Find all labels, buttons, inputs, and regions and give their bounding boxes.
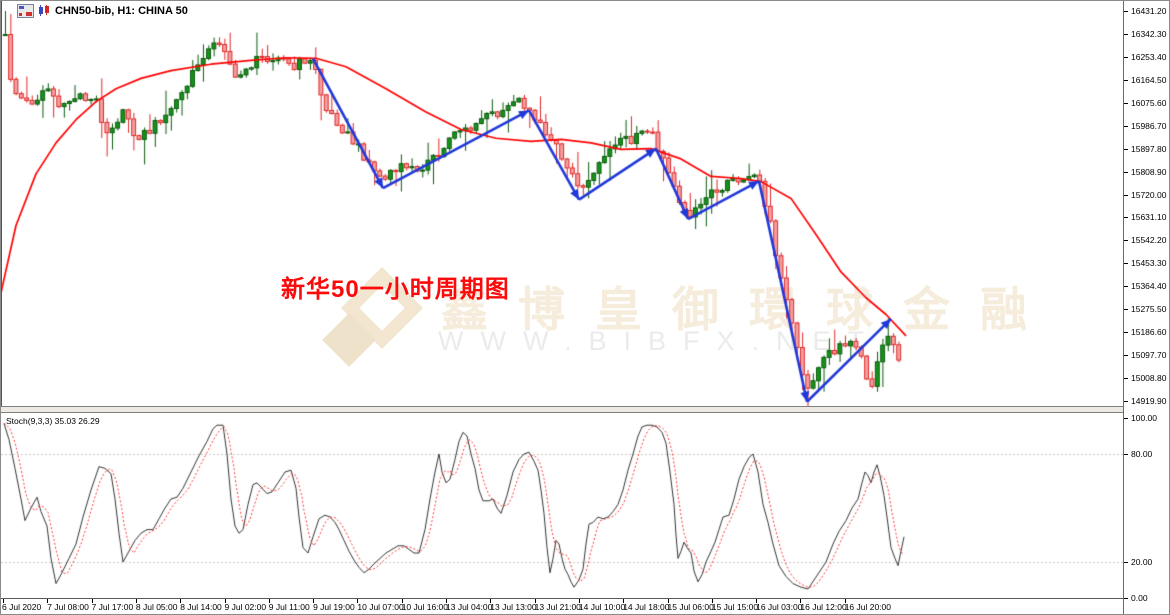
- time-tick-mark: [578, 599, 580, 603]
- price-tick-mark: [1124, 56, 1128, 58]
- time-tick-mark: [135, 599, 137, 603]
- time-tick-label: 14 Jul 10:00: [578, 602, 626, 612]
- time-tick-label: 8 Jul 14:00: [180, 602, 222, 612]
- price-tick-mark: [1124, 332, 1128, 334]
- price-tick-mark: [1124, 102, 1128, 104]
- time-tick-label: 10 Jul 07:00: [357, 602, 404, 612]
- time-tick-mark: [47, 599, 49, 603]
- price-tick-label: 15897.80: [1131, 143, 1167, 154]
- price-tick-mark: [1124, 217, 1128, 219]
- time-tick-mark: [91, 599, 93, 603]
- time-tick-label: 8 Jul 05:00: [135, 602, 178, 612]
- time-tick-mark: [268, 599, 270, 603]
- stoch-tick-mark: [1124, 562, 1128, 563]
- time-tick-label: 9 Jul 11:00: [268, 602, 310, 612]
- price-tick-label: 15986.70: [1131, 120, 1167, 131]
- price-tick-mark: [1124, 125, 1128, 127]
- time-tick-mark: [446, 599, 447, 603]
- stoch-indicator-label: Stoch(9,3,3) 35.03 26.29: [6, 416, 100, 426]
- chart-annotation: 新华50一小时周期图: [281, 276, 510, 303]
- price-tick-label: 15275.50: [1131, 304, 1167, 315]
- time-tick-mark: [313, 599, 315, 603]
- time-tick-mark: [224, 599, 226, 603]
- time-tick-mark: [490, 599, 492, 603]
- price-tick-label: 16431.20: [1131, 6, 1167, 16]
- price-tick-mark: [1124, 263, 1128, 265]
- price-tick-mark: [1124, 378, 1128, 380]
- time-tick-mark: [401, 599, 403, 603]
- price-tick-label: 15008.80: [1131, 373, 1167, 384]
- time-tick-label: 15 Jul 06:00: [667, 602, 714, 612]
- time-tick-label: 15 Jul 15:00: [711, 602, 759, 612]
- price-tick-label: 15808.90: [1131, 166, 1167, 177]
- time-tick-label: 10 Jul 16:00: [401, 602, 449, 612]
- time-tick-mark: [623, 599, 625, 603]
- price-tick-mark: [1124, 400, 1128, 402]
- time-tick-mark: [534, 599, 536, 603]
- time-tick-label: 7 Jul 17:00: [91, 602, 134, 612]
- price-tick-mark: [1124, 33, 1128, 35]
- time-tick-label: 14 Jul 18:00: [623, 602, 670, 612]
- price-axis[interactable]: 16431.20 16342.30 16253.40 16164.50 16075.60…: [1123, 1, 1169, 614]
- chart-window-icon[interactable]: [17, 4, 34, 18]
- price-tick-mark: [1124, 11, 1128, 12]
- stoch-tick-mark: [1124, 598, 1128, 599]
- stoch-chart-canvas[interactable]: [1, 413, 1123, 598]
- price-tick-label: 15364.40: [1131, 281, 1167, 292]
- time-tick-mark: [756, 599, 758, 603]
- price-tick-mark: [1124, 148, 1128, 150]
- time-tick-label: 16 Jul 20:00: [844, 602, 892, 612]
- price-tick-mark: [1124, 240, 1128, 242]
- time-tick-mark: [180, 599, 182, 603]
- stoch-tick-mark: [1124, 418, 1128, 419]
- time-tick-label: 6 Jul 2020: [2, 602, 42, 612]
- time-tick-mark: [711, 599, 713, 603]
- time-tick-label: 13 Jul 21:00: [534, 602, 581, 612]
- price-tick-mark: [1124, 286, 1128, 288]
- time-tick-mark: [3, 599, 4, 603]
- price-tick-label: 15542.20: [1131, 235, 1167, 246]
- price-tick-label: 15453.30: [1131, 258, 1167, 269]
- price-tick-mark: [1124, 194, 1128, 196]
- stoch-tick-label: 20.00: [1131, 557, 1153, 567]
- time-axis[interactable]: 6 Jul 2020 7 Jul 08:00 7 Jul 17:00 8 Jul 05…: [1, 598, 1123, 614]
- price-tick-label: 16342.30: [1131, 28, 1167, 39]
- time-tick-label: 16 Jul 03:00: [756, 602, 803, 612]
- time-tick-mark: [800, 599, 802, 603]
- time-tick-label: 9 Jul 19:00: [313, 602, 355, 612]
- price-tick-label: 15631.10: [1131, 212, 1167, 223]
- price-tick-label: 15720.00: [1131, 189, 1167, 200]
- time-tick-mark: [844, 599, 846, 603]
- stoch-tick-mark: [1124, 454, 1128, 455]
- stoch-tick-label: 100.00: [1131, 413, 1157, 423]
- price-tick-label: 15097.70: [1131, 350, 1167, 361]
- price-tick-mark: [1124, 171, 1128, 173]
- time-tick-label: 9 Jul 02:00: [224, 602, 267, 612]
- price-tick-mark: [1124, 355, 1128, 357]
- chart-title: CHN50-bib, H1: CHINA 50: [55, 5, 188, 17]
- chart-titlebar: CHN50-bib, H1: CHINA 50: [17, 4, 188, 18]
- candlestick-type-icon[interactable]: [37, 5, 52, 17]
- stoch-panel-border: [1, 598, 1123, 599]
- price-tick-label: 14919.90: [1131, 395, 1167, 406]
- price-tick-label: 16075.60: [1131, 97, 1167, 108]
- main-chart-canvas[interactable]: [1, 1, 1123, 406]
- stoch-tick-label: 80.00: [1131, 449, 1153, 459]
- time-tick-mark: [357, 599, 359, 603]
- time-tick-label: 13 Jul 04:00: [446, 602, 493, 612]
- price-tick-label: 16253.40: [1131, 51, 1167, 62]
- time-tick-label: 7 Jul 08:00: [47, 602, 89, 612]
- time-tick-label: 16 Jul 12:00: [800, 602, 847, 612]
- time-tick-mark: [667, 599, 669, 603]
- time-tick-label: 13 Jul 13:00: [490, 602, 537, 612]
- price-tick-mark: [1124, 309, 1128, 311]
- price-tick-label: 15186.60: [1131, 327, 1167, 338]
- stoch-tick-label: 0.00: [1131, 593, 1148, 603]
- price-tick-label: 16164.50: [1131, 74, 1167, 85]
- panel-splitter[interactable]: [1, 406, 1123, 413]
- price-tick-mark: [1124, 79, 1128, 81]
